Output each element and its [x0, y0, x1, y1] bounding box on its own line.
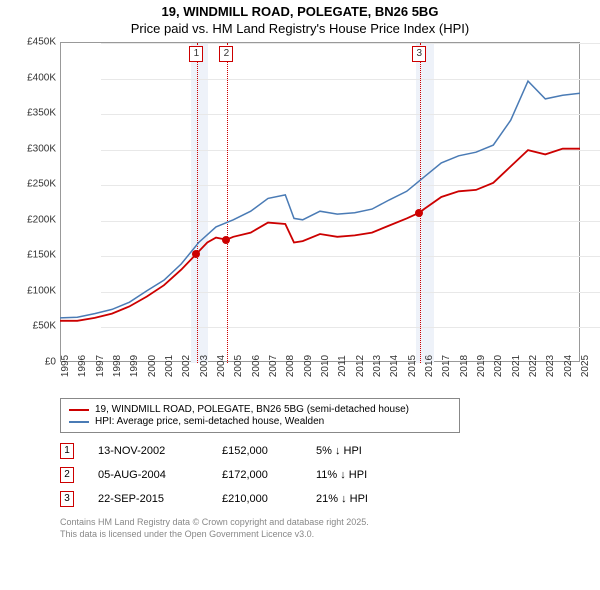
footer: Contains HM Land Registry data © Crown c… — [60, 517, 580, 540]
yaxis-tick-label: £400K — [27, 72, 56, 83]
sales-row: 1 13-NOV-2002 £152,000 5% ↓ HPI — [60, 443, 580, 459]
sales-date: 05-AUG-2004 — [98, 469, 198, 481]
marker-dot — [192, 250, 200, 258]
marker-label: 1 — [189, 46, 203, 62]
legend: 19, WINDMILL ROAD, POLEGATE, BN26 5BG (s… — [60, 398, 460, 433]
sales-diff: 21% ↓ HPI — [316, 493, 406, 505]
sales-diff: 11% ↓ HPI — [316, 469, 406, 481]
legend-swatch — [69, 409, 89, 411]
sales-price: £210,000 — [222, 493, 292, 505]
sales-price: £152,000 — [222, 445, 292, 457]
title-line2: Price paid vs. HM Land Registry's House … — [20, 21, 580, 36]
marker-dot — [415, 209, 423, 217]
marker-label: 2 — [219, 46, 233, 62]
footer-line1: Contains HM Land Registry data © Crown c… — [60, 517, 580, 529]
legend-swatch — [69, 421, 89, 423]
yaxis-tick-label: £50K — [33, 321, 56, 332]
xaxis-tick-label: 2025 — [580, 355, 600, 377]
sales-row: 3 22-SEP-2015 £210,000 21% ↓ HPI — [60, 491, 580, 507]
yaxis-tick-label: £0 — [45, 357, 56, 368]
sales-row: 2 05-AUG-2004 £172,000 11% ↓ HPI — [60, 467, 580, 483]
yaxis-tick-label: £300K — [27, 143, 56, 154]
yaxis-tick-label: £350K — [27, 108, 56, 119]
sales-diff: 5% ↓ HPI — [316, 445, 406, 457]
legend-label: HPI: Average price, semi-detached house,… — [95, 416, 324, 427]
series-line — [60, 81, 580, 318]
series-line — [60, 149, 580, 321]
sales-date: 22-SEP-2015 — [98, 493, 198, 505]
title-line1: 19, WINDMILL ROAD, POLEGATE, BN26 5BG — [20, 4, 580, 19]
legend-row: 19, WINDMILL ROAD, POLEGATE, BN26 5BG (s… — [69, 404, 451, 415]
chart: £0 £50K £100K £150K £200K £250K £300K £350K £400… — [20, 42, 580, 392]
sales-number-box: 1 — [60, 443, 74, 459]
yaxis-tick-label: £250K — [27, 179, 56, 190]
sales-price: £172,000 — [222, 469, 292, 481]
yaxis-tick-label: £450K — [27, 37, 56, 48]
marker-dot — [222, 236, 230, 244]
yaxis-tick-label: £100K — [27, 285, 56, 296]
yaxis-tick-label: £150K — [27, 250, 56, 261]
sales-table: 1 13-NOV-2002 £152,000 5% ↓ HPI 2 05-AUG-2004… — [60, 443, 580, 507]
sales-number-box: 2 — [60, 467, 74, 483]
legend-label: 19, WINDMILL ROAD, POLEGATE, BN26 5BG (s… — [95, 404, 409, 415]
marker-label: 3 — [412, 46, 426, 62]
yaxis-tick-label: £200K — [27, 214, 56, 225]
sales-number-box: 3 — [60, 491, 74, 507]
sales-date: 13-NOV-2002 — [98, 445, 198, 457]
legend-row: HPI: Average price, semi-detached house,… — [69, 416, 451, 427]
chart-lines — [60, 42, 580, 362]
footer-line2: This data is licensed under the Open Gov… — [60, 529, 580, 541]
